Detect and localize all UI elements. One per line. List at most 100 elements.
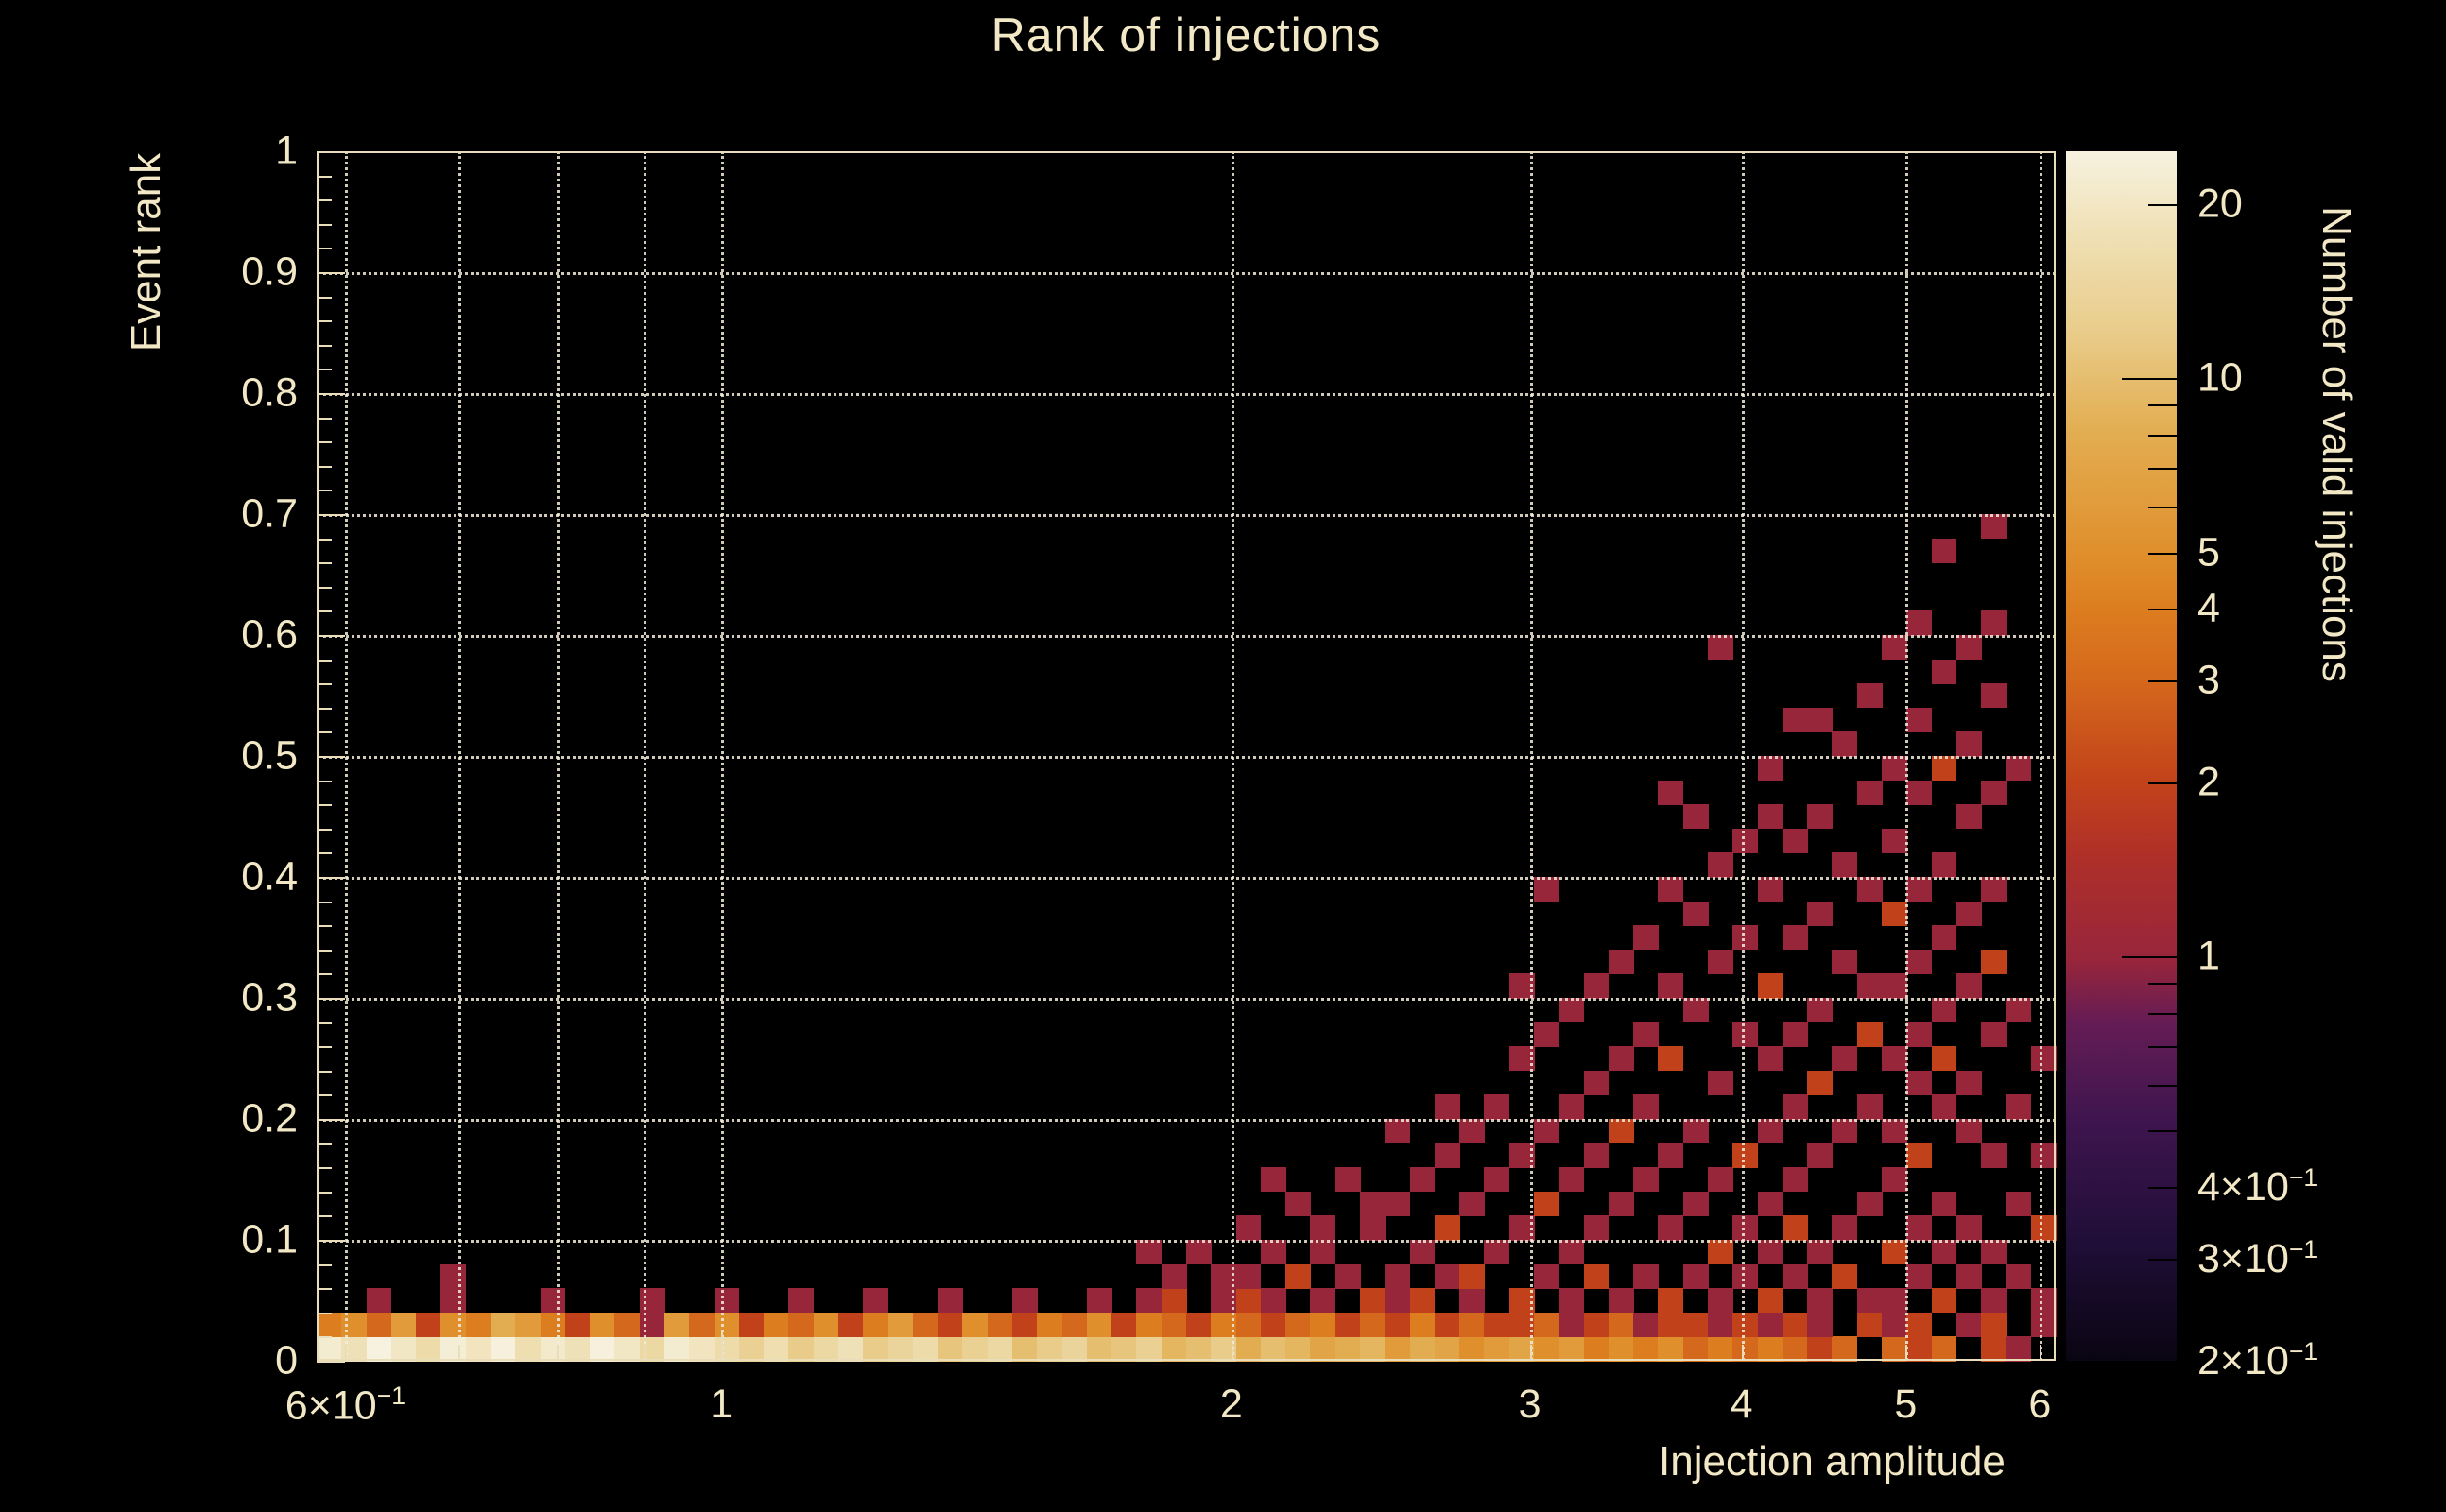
- heatmap-cell: [1906, 1312, 1933, 1337]
- heatmap-cell: [1086, 1312, 1112, 1337]
- heatmap-cell: [1235, 1263, 1262, 1289]
- heatmap-cell: [1360, 1215, 1386, 1241]
- heatmap-cell: [1608, 1119, 1634, 1144]
- heatmap-cell: [788, 1336, 815, 1362]
- heatmap-cell: [1484, 1167, 1510, 1193]
- y-tick: [317, 973, 332, 976]
- heatmap-cell: [1732, 1336, 1759, 1362]
- y-tick: [317, 1240, 345, 1242]
- heatmap-cell: [738, 1336, 765, 1362]
- heatmap-cell: [1335, 1312, 1361, 1337]
- heatmap-cell: [1931, 756, 1957, 782]
- x-tick: [2040, 1345, 2042, 1361]
- y-tick: [317, 998, 345, 1000]
- y-gridline: [317, 635, 2056, 638]
- y-tick-label: 0.7: [241, 490, 298, 537]
- heatmap-cell: [1757, 804, 1783, 830]
- y-tick: [317, 756, 345, 758]
- heatmap-cell: [1955, 901, 1982, 926]
- x-tick: [644, 1345, 646, 1361]
- heatmap-cell: [962, 1312, 989, 1337]
- x-tick: [1741, 1345, 1744, 1361]
- heatmap-cell: [317, 1336, 342, 1362]
- heatmap-cell: [689, 1312, 715, 1337]
- heatmap-cell: [1782, 925, 1808, 951]
- heatmap-cell: [863, 1288, 889, 1314]
- y-tick: [317, 1336, 332, 1339]
- y-gridline: [317, 514, 2056, 517]
- heatmap-cell: [1807, 804, 1834, 830]
- heatmap-cell: [1832, 1119, 1858, 1144]
- heatmap-cell: [1484, 1240, 1510, 1265]
- heatmap-cell: [1708, 1240, 1733, 1265]
- heatmap-cell: [1335, 1336, 1361, 1362]
- heatmap-cell: [1161, 1288, 1187, 1314]
- colorbar-tick: [2148, 680, 2177, 683]
- heatmap-cell: [1782, 1094, 1808, 1120]
- heatmap-cell: [1136, 1312, 1163, 1337]
- heatmap-cell: [1807, 1336, 1834, 1362]
- heatmap-cell: [1757, 756, 1783, 782]
- heatmap-cell: [440, 1288, 467, 1314]
- heatmap-cell: [1782, 1167, 1808, 1193]
- x-tick: [557, 1345, 560, 1361]
- heatmap-cell: [1757, 973, 1783, 999]
- heatmap-cell: [1906, 1022, 1933, 1047]
- heatmap-cell: [962, 1336, 989, 1362]
- heatmap-cell: [1459, 1263, 1486, 1289]
- heatmap-cell: [1409, 1312, 1436, 1337]
- heatmap-cell: [1583, 1312, 1610, 1337]
- heatmap-cell: [1409, 1288, 1436, 1314]
- heatmap-cell: [1882, 1240, 1907, 1265]
- heatmap-cell: [813, 1312, 839, 1337]
- heatmap-cell: [564, 1312, 591, 1337]
- heatmap-cell: [1161, 1312, 1187, 1337]
- heatmap-cell: [1161, 1263, 1187, 1289]
- heatmap-cell: [788, 1288, 815, 1314]
- colorbar-tick: [2148, 608, 2177, 610]
- heatmap-cell: [1931, 852, 1957, 878]
- heatmap-cell: [2030, 1312, 2057, 1337]
- heatmap-cell: [1459, 1336, 1486, 1362]
- heatmap-cell: [1136, 1336, 1163, 1362]
- y-tick-label: 0.4: [241, 853, 298, 900]
- heatmap-cell: [1484, 1336, 1510, 1362]
- heatmap-cell: [2030, 1143, 2057, 1168]
- heatmap-cell: [1856, 780, 1883, 805]
- heatmap-cell: [1385, 1288, 1411, 1314]
- heatmap-cell: [1782, 1336, 1808, 1362]
- heatmap-cell: [564, 1336, 591, 1362]
- heatmap-cell: [1534, 1312, 1559, 1337]
- y-tick: [317, 780, 332, 782]
- heatmap-cell: [1235, 1288, 1262, 1314]
- heatmap-cell: [1534, 1336, 1559, 1362]
- heatmap-cell: [1682, 998, 1709, 1023]
- heatmap-cell: [1658, 1046, 1684, 1072]
- heatmap-cell: [1782, 1312, 1808, 1337]
- heatmap-cell: [987, 1336, 1013, 1362]
- heatmap-cell: [1136, 1288, 1163, 1314]
- heatmap-cell: [764, 1312, 790, 1337]
- heatmap-cell: [714, 1312, 740, 1337]
- heatmap-cell: [1882, 1119, 1907, 1144]
- y-tick: [317, 1046, 332, 1049]
- heatmap-cell: [1310, 1215, 1336, 1241]
- y-tick: [317, 1070, 332, 1073]
- y-tick-label: 1: [275, 128, 298, 174]
- heatmap-cell: [366, 1336, 392, 1362]
- heatmap-cell: [1906, 1263, 1933, 1289]
- colorbar-tick: [2148, 1130, 2177, 1133]
- heatmap-cell: [1856, 683, 1883, 709]
- heatmap-cell: [2006, 998, 2032, 1023]
- colorbar-tick: [2148, 1046, 2177, 1049]
- heatmap-cell: [2006, 1336, 2032, 1362]
- heatmap-cell: [1434, 1312, 1460, 1337]
- heatmap-cell: [788, 1312, 815, 1337]
- colorbar-tick: [2148, 1012, 2177, 1015]
- heatmap-cell: [1856, 1094, 1883, 1120]
- heatmap-cell: [1708, 949, 1733, 974]
- heatmap-cell: [1658, 1215, 1684, 1241]
- y-axis-title: Event rank: [123, 152, 169, 352]
- heatmap-cell: [1434, 1336, 1460, 1362]
- heatmap-cell: [1882, 1336, 1907, 1362]
